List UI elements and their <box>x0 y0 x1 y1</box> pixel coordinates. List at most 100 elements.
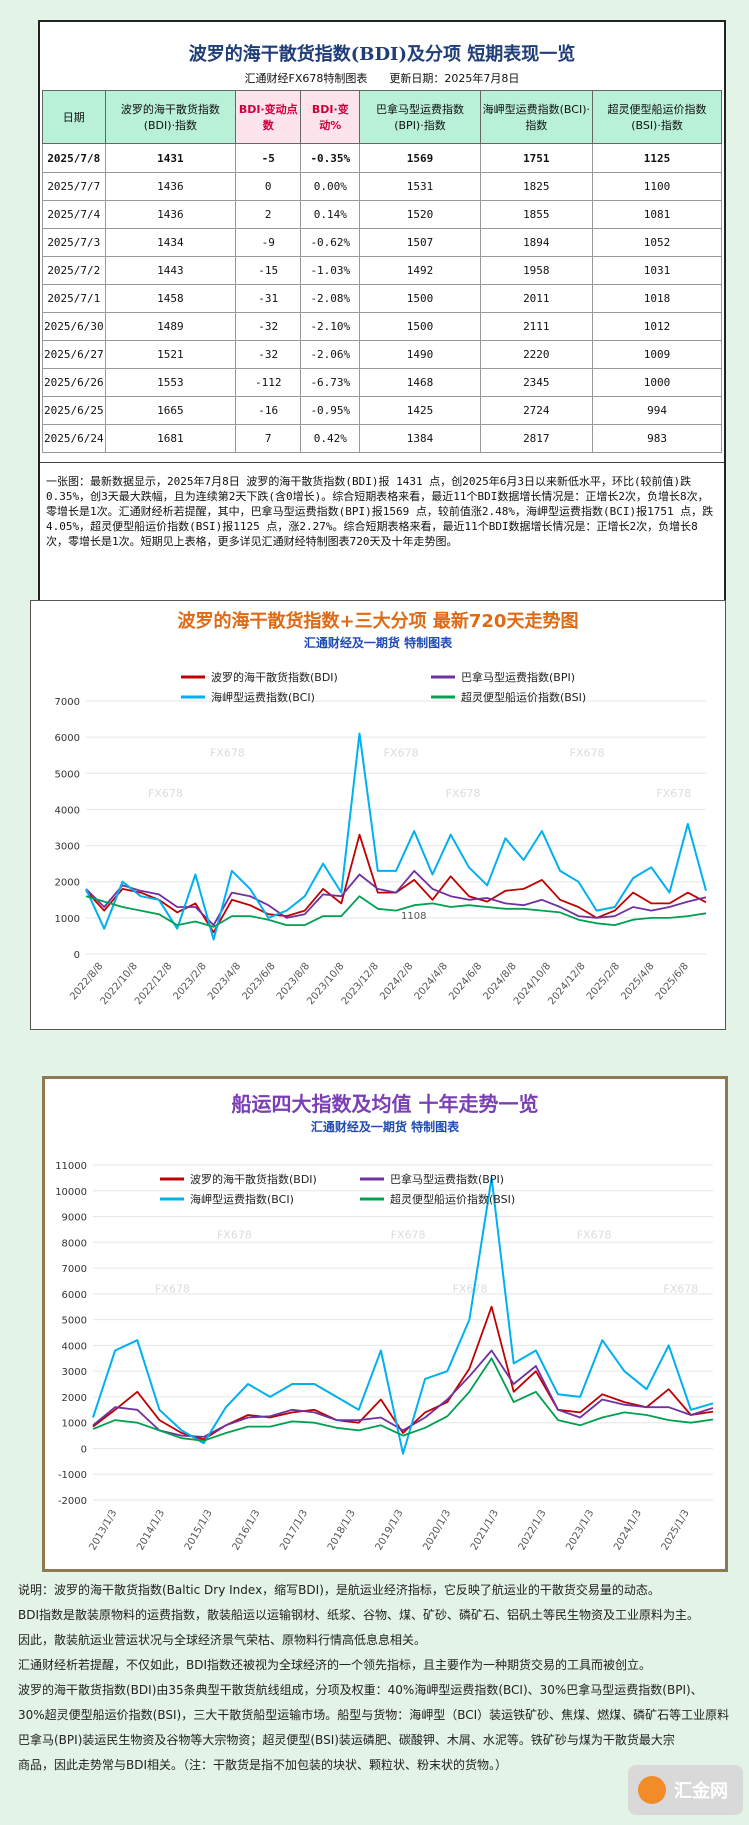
table-cell: 1520 <box>359 200 481 229</box>
summary-title: 波罗的海干散货指数(BDI)及分项 短期表现一览 <box>188 44 576 65</box>
footer-line: 商品，因此走势常与BDI相关。（注：干散货是指不加包装的块状、颗粒状、粉末状的货… <box>18 1758 508 1772</box>
table-cell: -112 <box>235 368 302 397</box>
x-tick-label: 2024/6/8 <box>447 961 484 1002</box>
x-tick-label: 2023/2/8 <box>172 961 209 1002</box>
table-cell: 2025/7/8 <box>42 143 106 173</box>
table-row: 2025/6/27 1521 -32 -2.06% 1490 2220 1009 <box>42 340 722 369</box>
chart-title: 船运四大指数及均值 十年走势一览 <box>232 1092 539 1116</box>
table-row: 2025/6/30 1489 -32 -2.10% 1500 2111 1012 <box>42 312 722 341</box>
table-cell: 1425 <box>359 396 481 425</box>
table-cell: 983 <box>592 424 722 453</box>
x-tick-label: 2017/1/3 <box>278 1508 310 1552</box>
legend-label: 超灵便型船运价指数(BSI) <box>461 690 586 704</box>
table-cell: 1751 <box>479 143 594 173</box>
watermark-text: FX678 <box>453 1282 488 1295</box>
watermark-text: FX678 <box>663 1282 698 1295</box>
table-cell: 2025/6/24 <box>42 424 106 453</box>
table-cell: 1553 <box>104 368 237 397</box>
x-tick-label: 2013/1/3 <box>87 1508 119 1552</box>
table-cell: 1531 <box>359 172 481 201</box>
table-cell: 2345 <box>479 368 594 397</box>
y-tick-label: -2000 <box>58 1496 87 1507</box>
x-tick-label: 2023/1/3 <box>564 1508 596 1552</box>
x-tick-label: 2019/1/3 <box>374 1508 406 1552</box>
footer-line: 汇通财经析若提醒，不仅如此，BDI指数还被视为全球经济的一个领先指标，且主要作为… <box>18 1658 652 1672</box>
summary-note: 一张图：最新数据显示，2025年7月8日 波罗的海干散货指数(BDI)报 143… <box>46 475 714 548</box>
y-tick-label: 9000 <box>62 1213 87 1224</box>
footer-line: 巴拿马(BPI)装运民生物资及谷物等大宗物资；超灵便型(BSI)装运磷肥、碳酸钾… <box>18 1733 675 1747</box>
y-tick-label: 1000 <box>55 914 80 925</box>
summary-table: 日期 波罗的海干散货指数(BDI)·指数 BDI·变动点数 BDI·变动% 巴拿… <box>42 90 722 453</box>
table-cell: 1855 <box>479 200 594 229</box>
table-cell: 2025/6/27 <box>42 340 106 369</box>
table-row: 2025/7/1 1458 -31 -2.08% 1500 2011 1018 <box>42 284 722 313</box>
summary-subtitle: 汇通财经FX678特制图表 更新日期：2025年7月8日 <box>244 72 520 85</box>
table-row: 2025/7/2 1443 -15 -1.03% 1492 1958 1031 <box>42 256 722 285</box>
table-cell: 2025/7/3 <box>42 228 106 257</box>
table-cell: 1490 <box>359 340 481 369</box>
table-cell: 1492 <box>359 256 481 285</box>
col-header: 日期 <box>42 90 106 144</box>
footer-line: 因此，散装航运业营运状况与全球经济景气荣枯、原物料行情高低息息相关。 <box>18 1633 427 1647</box>
y-tick-label: -1000 <box>58 1470 87 1481</box>
table-cell: 2025/7/2 <box>42 256 106 285</box>
logo-text: 汇金网 <box>674 1780 728 1802</box>
watermark-text: FX678 <box>391 1229 426 1242</box>
table-cell: -2.10% <box>300 312 361 341</box>
y-tick-label: 11000 <box>55 1161 87 1172</box>
table-cell: 2724 <box>479 396 594 425</box>
table-cell: 1052 <box>592 228 722 257</box>
logo-mark-icon <box>638 1776 666 1804</box>
x-tick-label: 2025/4/8 <box>619 961 656 1002</box>
table-cell: -0.95% <box>300 396 361 425</box>
table-cell: -32 <box>235 340 302 369</box>
x-tick-label: 2025/6/8 <box>654 961 691 1002</box>
watermark-text: FX678 <box>384 747 419 760</box>
table-cell: 2025/6/30 <box>42 312 106 341</box>
series-line-1 <box>92 1305 714 1441</box>
table-cell: 2025/6/26 <box>42 368 106 397</box>
y-tick-label: 7000 <box>55 697 80 708</box>
col-header: 超灵便型船运价指数(BSI)·指数 <box>592 90 722 144</box>
table-header-row: 日期 波罗的海干散货指数(BDI)·指数 BDI·变动点数 BDI·变动% 巴拿… <box>42 90 722 144</box>
legend-label: 超灵便型船运价指数(BSI) <box>390 1192 515 1206</box>
legend-label: 海岬型运费指数(BCI) <box>190 1192 294 1206</box>
watermark-text: FX678 <box>210 747 245 760</box>
y-tick-label: 5000 <box>55 769 80 780</box>
legend-label: 巴拿马型运费指数(BPI) <box>461 670 575 684</box>
table-row: 2025/7/7 1436 0 0.00% 1531 1825 1100 <box>42 172 722 201</box>
summary-panel: 波罗的海干散货指数(BDI)及分项 短期表现一览 汇通财经FX678特制图表 更… <box>38 20 726 609</box>
table-row: 2025/7/4 1436 2 0.14% 1520 1855 1081 <box>42 200 722 229</box>
series-line-2 <box>92 1349 714 1438</box>
table-cell: -15 <box>235 256 302 285</box>
footer-text: 说明：波罗的海干散货指数(Baltic Dry Index，缩写BDI)，是航运… <box>18 1578 748 1778</box>
table-cell: 2025/6/25 <box>42 396 106 425</box>
x-tick-label: 2025/1/3 <box>660 1508 692 1552</box>
series-line-2 <box>85 870 707 926</box>
chart-annotation: 1108 <box>401 911 426 922</box>
table-cell: 1009 <box>592 340 722 369</box>
table-cell: 7 <box>235 424 302 453</box>
col-header: 波罗的海干散货指数(BDI)·指数 <box>104 90 237 144</box>
y-tick-label: 6000 <box>55 733 80 744</box>
table-cell: 1081 <box>592 200 722 229</box>
table-cell: 2111 <box>479 312 594 341</box>
x-tick-label: 2020/1/3 <box>421 1508 453 1552</box>
x-tick-label: 2022/1/3 <box>517 1508 549 1552</box>
table-cell: 1443 <box>104 256 237 285</box>
legend-label: 海岬型运费指数(BCI) <box>211 690 315 704</box>
table-cell: 0.00% <box>300 172 361 201</box>
x-tick-label: 2024/1/3 <box>612 1508 644 1552</box>
y-tick-label: 2000 <box>55 878 80 889</box>
table-cell: 0.42% <box>300 424 361 453</box>
table-cell: 2025/7/4 <box>42 200 106 229</box>
y-tick-label: 4000 <box>55 805 80 816</box>
table-cell: 0 <box>235 172 302 201</box>
legend-label: 巴拿马型运费指数(BPI) <box>390 1172 504 1186</box>
series-line-4 <box>85 895 707 928</box>
table-cell: 1436 <box>104 172 237 201</box>
table-cell: 1458 <box>104 284 237 313</box>
col-header: 海岬型运费指数(BCI)·指数 <box>479 90 594 144</box>
y-tick-label: 0 <box>74 950 80 961</box>
